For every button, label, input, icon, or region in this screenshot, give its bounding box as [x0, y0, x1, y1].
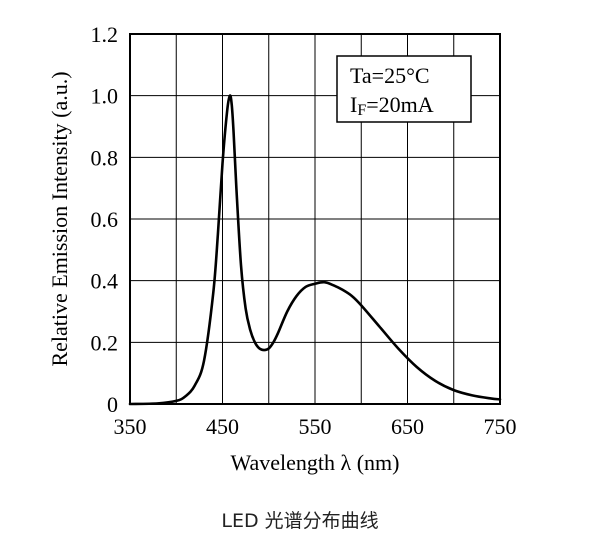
current-value: =20mA: [366, 92, 434, 117]
x-tick-label: 750: [484, 414, 517, 439]
conditions-box-frame: [336, 55, 472, 123]
current-symbol: I: [350, 92, 357, 117]
x-tick-label: 350: [114, 414, 147, 439]
conditions-current: IF=20mA: [350, 92, 434, 119]
y-tick-label: 0.6: [91, 207, 119, 232]
x-axis-title: Wavelength λ (nm): [231, 450, 400, 475]
y-tick-label: 0: [107, 392, 118, 417]
spectrum-line: [128, 94, 502, 406]
y-tick-label: 0.4: [91, 269, 119, 294]
y-tick-label: 0.8: [91, 145, 119, 170]
y-tick-label: 1.0: [91, 84, 119, 109]
y-axis-title: Relative Emission Intensity (a.u.): [47, 71, 72, 366]
y-tick-label: 1.2: [91, 22, 119, 47]
y-tick-label: 0.2: [91, 330, 119, 355]
x-tick-labels: 350 450 550 650 750: [114, 414, 517, 439]
conditions-temperature: Ta=25°C: [350, 63, 430, 88]
conditions-box: Ta=25°C IF=20mA: [336, 55, 472, 123]
y-tick-labels: 0 0.2 0.4 0.6 0.8 1.0 1.2: [91, 22, 119, 417]
current-subscript: F: [357, 102, 366, 119]
x-tick-label: 450: [206, 414, 239, 439]
x-tick-label: 650: [391, 414, 424, 439]
chart: 350 450 550 650 750 0 0.2 0.4 0.6 0.8 1.0 1.2 Wave…: [47, 22, 517, 475]
plot-frame: [129, 33, 501, 405]
x-tick-label: 550: [299, 414, 332, 439]
figure-caption: LED 光谱分布曲线: [221, 510, 379, 532]
